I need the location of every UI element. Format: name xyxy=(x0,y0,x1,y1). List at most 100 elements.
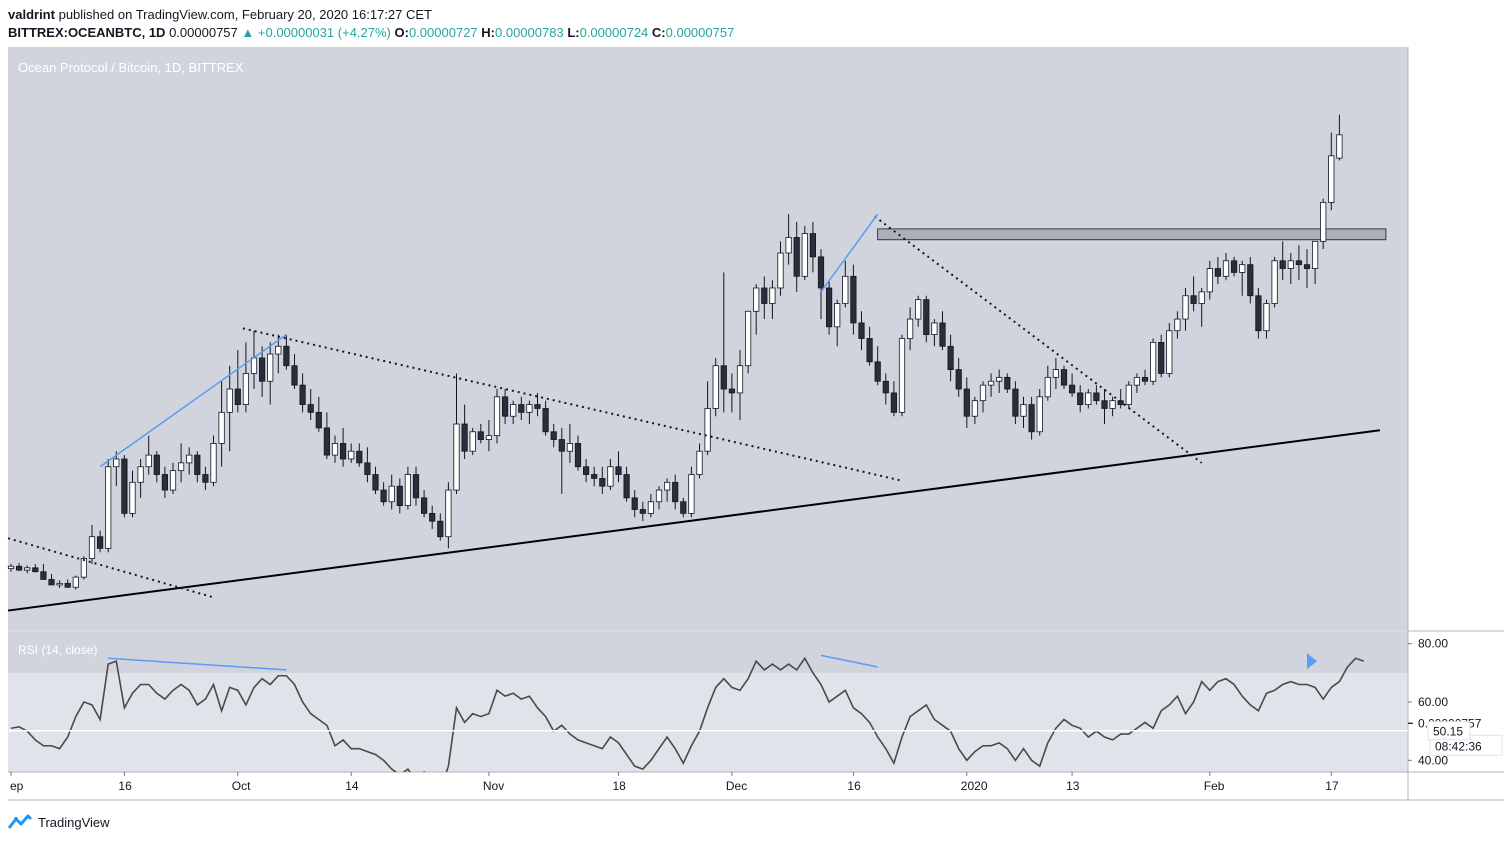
candle-down xyxy=(1190,295,1197,304)
candle-up xyxy=(226,388,233,413)
candle-up xyxy=(785,237,792,254)
candle-up xyxy=(915,299,922,320)
time-tick-label: 2020 xyxy=(961,779,988,793)
author-name[interactable]: valdrint xyxy=(8,7,55,22)
candle-up xyxy=(275,345,282,355)
price-divergence-line[interactable] xyxy=(99,334,287,468)
time-tick-label: 18 xyxy=(613,779,627,793)
candle-down xyxy=(1295,260,1302,266)
candle-down xyxy=(477,431,484,440)
candle-up xyxy=(1125,384,1132,405)
candle-down xyxy=(437,520,444,538)
candle-up xyxy=(566,443,574,452)
candle-up xyxy=(834,303,841,328)
time-tick-label: Oct xyxy=(232,779,251,793)
candle-down xyxy=(461,423,468,452)
candle-up xyxy=(647,501,655,514)
last-price: 0.00000757 xyxy=(169,25,238,40)
price-divergence-line[interactable] xyxy=(820,213,879,293)
candle-down xyxy=(939,322,946,347)
candle-down xyxy=(1255,295,1262,332)
open-label: O: xyxy=(394,25,409,40)
candle-down xyxy=(97,536,104,549)
candle-down xyxy=(1028,404,1035,433)
descending-resistance-line[interactable] xyxy=(874,215,1203,464)
candle-down xyxy=(234,388,241,405)
brand-name[interactable]: TradingView xyxy=(38,814,110,830)
candle-up xyxy=(105,466,112,549)
candle-up xyxy=(1020,404,1027,417)
candle-up xyxy=(979,384,987,402)
candle-down xyxy=(194,454,201,475)
candle-up xyxy=(907,318,914,339)
candle-up xyxy=(1109,400,1116,409)
candle-down xyxy=(315,411,322,429)
high-value: 0.00000783 xyxy=(495,25,564,40)
tradingview-logo-icon[interactable] xyxy=(8,814,32,830)
candle-down xyxy=(1141,376,1149,382)
candle-down xyxy=(323,427,331,456)
candle-down xyxy=(32,567,39,573)
candle-up xyxy=(88,536,96,559)
time-tick-label: Nov xyxy=(483,779,504,793)
candle-down xyxy=(429,513,436,522)
up-arrow-icon: ▲ xyxy=(241,25,255,40)
candle-down xyxy=(558,439,565,452)
candle-down xyxy=(542,408,549,433)
candle-down xyxy=(1060,369,1068,386)
resistance-zone[interactable] xyxy=(877,228,1387,241)
candle-down xyxy=(299,384,306,405)
support-trendline[interactable] xyxy=(7,429,1381,612)
candle-down xyxy=(631,497,638,510)
candle-down xyxy=(534,404,541,409)
candle-down xyxy=(680,501,687,514)
time-tick-label: ep xyxy=(10,779,24,793)
candle-up xyxy=(1287,260,1294,269)
candle-up xyxy=(137,466,144,483)
candle-down xyxy=(550,431,557,440)
candle-down xyxy=(64,582,71,588)
chart-title: Ocean Protocol / Bitcoin, 1D, BITTREX xyxy=(18,60,244,75)
candle-down xyxy=(955,369,962,390)
candle-down xyxy=(40,571,47,580)
candle-down xyxy=(153,454,160,475)
candle-up xyxy=(169,470,177,491)
candle-up xyxy=(842,275,849,304)
candle-up xyxy=(80,558,87,578)
candle-up xyxy=(801,233,808,277)
low-label: L: xyxy=(567,25,580,40)
rsi-line[interactable] xyxy=(10,656,1364,789)
candle-up xyxy=(769,287,776,304)
candle-down xyxy=(623,474,630,499)
candle-down xyxy=(639,509,646,514)
candle-down xyxy=(591,474,598,479)
candle-down xyxy=(574,443,582,468)
candle-down xyxy=(963,388,970,417)
time-tick-label: 16 xyxy=(847,779,861,793)
candle-up xyxy=(485,435,493,440)
candle-down xyxy=(923,299,930,336)
candle-up xyxy=(777,252,784,289)
rsi-divergence-line[interactable] xyxy=(108,657,287,671)
time-tick-label: Feb xyxy=(1204,779,1225,793)
candle-down xyxy=(283,345,290,367)
rsi-tick-label: 40.00 xyxy=(1418,753,1448,767)
candle-down xyxy=(1303,264,1311,269)
candle-up xyxy=(655,489,663,503)
candle-up xyxy=(129,481,136,514)
candle-down xyxy=(728,388,736,394)
candle-down xyxy=(599,478,606,487)
candle-up xyxy=(348,450,355,460)
price-pane[interactable] xyxy=(8,47,1408,630)
candle-down xyxy=(1093,392,1100,402)
low-value: 0.00000724 xyxy=(579,25,649,40)
candle-down xyxy=(1101,400,1108,409)
rsi-divergence-line[interactable] xyxy=(820,654,878,668)
candle-up xyxy=(1052,369,1059,378)
candle-down xyxy=(615,466,622,475)
high-label: H: xyxy=(481,25,495,40)
candle-up xyxy=(526,404,533,413)
candle-up xyxy=(445,489,452,538)
candle-down xyxy=(583,466,590,475)
